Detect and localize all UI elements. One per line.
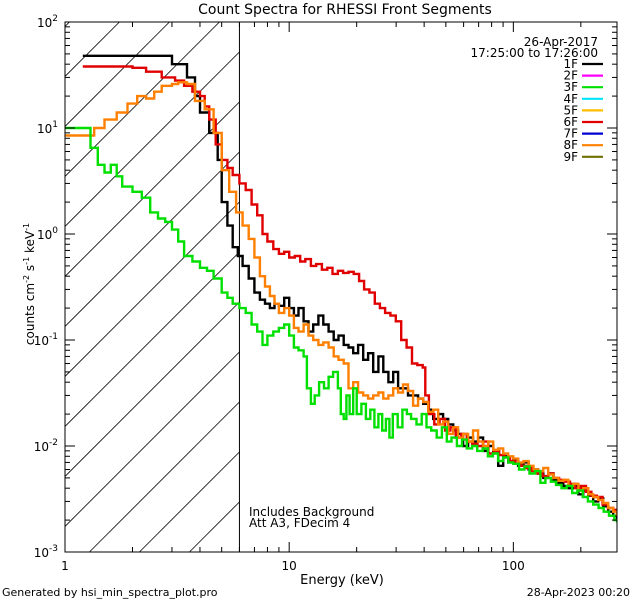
hatch-line	[64, 21, 170, 127]
series-8F	[65, 81, 617, 516]
y-tick-labels: 10-3 10-2 10-1 100 101 102	[34, 14, 59, 560]
series-3F	[65, 126, 617, 523]
hatch-line	[189, 501, 240, 553]
y-tick-label: 102	[37, 14, 58, 30]
y-tick-label: 101	[37, 120, 58, 136]
hatch-line	[89, 401, 240, 553]
legend-label-1F: 1F	[563, 57, 578, 71]
y-tick-label: 100	[37, 226, 58, 242]
annotation-background: Includes Background	[249, 505, 374, 519]
time-range-label: 17:25:00 to 17:26:00	[471, 46, 598, 60]
hatched-below-threshold-region	[64, 21, 240, 553]
series-6F	[82, 65, 617, 514]
legend-label-3F: 3F	[563, 80, 578, 94]
x-tick-label: 10	[282, 559, 297, 573]
hatch-line	[139, 451, 240, 553]
y-axis-label: counts cm-2 s-1 keV-1	[22, 223, 37, 345]
axis-ticks	[64, 21, 617, 553]
date-label: 26-Apr-2017	[524, 35, 598, 49]
annotation-attenuator: Att A3, FDecim 4	[249, 516, 350, 530]
legend-label-4F: 4F	[563, 92, 578, 106]
hatch-line	[64, 21, 220, 177]
hatch-line	[64, 21, 120, 77]
hatch-line	[64, 21, 70, 27]
x-tick-labels: 1 10 100	[61, 559, 525, 573]
legend-label-7F: 7F	[563, 127, 578, 141]
x-tick-label: 1	[61, 559, 69, 573]
legend-label-6F: 6F	[563, 115, 578, 129]
legend-label-5F: 5F	[563, 103, 578, 117]
footer-timestamp: 28-Apr-2023 00:20	[527, 586, 630, 599]
plot-frame	[64, 21, 618, 553]
series-1F	[82, 54, 617, 521]
hatch-line	[64, 151, 240, 327]
x-tick-label: 100	[502, 559, 525, 573]
x-axis-label: Energy (keV)	[300, 573, 384, 588]
hatch-line	[64, 301, 240, 477]
hatch-line	[64, 251, 240, 427]
y-tick-label: 10-1	[34, 332, 58, 348]
legend-label-2F: 2F	[563, 69, 578, 83]
hatch-line	[64, 201, 240, 377]
footer-generated-by: Generated by hsi_min_spectra_plot.pro	[2, 586, 218, 599]
legend-label-9F: 9F	[563, 150, 578, 164]
y-tick-label: 10-3	[34, 544, 58, 560]
chart-title: Count Spectra for RHESSI Front Segments	[198, 2, 492, 18]
hatch-line	[64, 351, 240, 527]
legend-label-8F: 8F	[563, 138, 578, 152]
y-tick-label: 10-2	[34, 438, 58, 454]
hatch-line	[64, 51, 240, 227]
series-layer	[65, 54, 617, 523]
